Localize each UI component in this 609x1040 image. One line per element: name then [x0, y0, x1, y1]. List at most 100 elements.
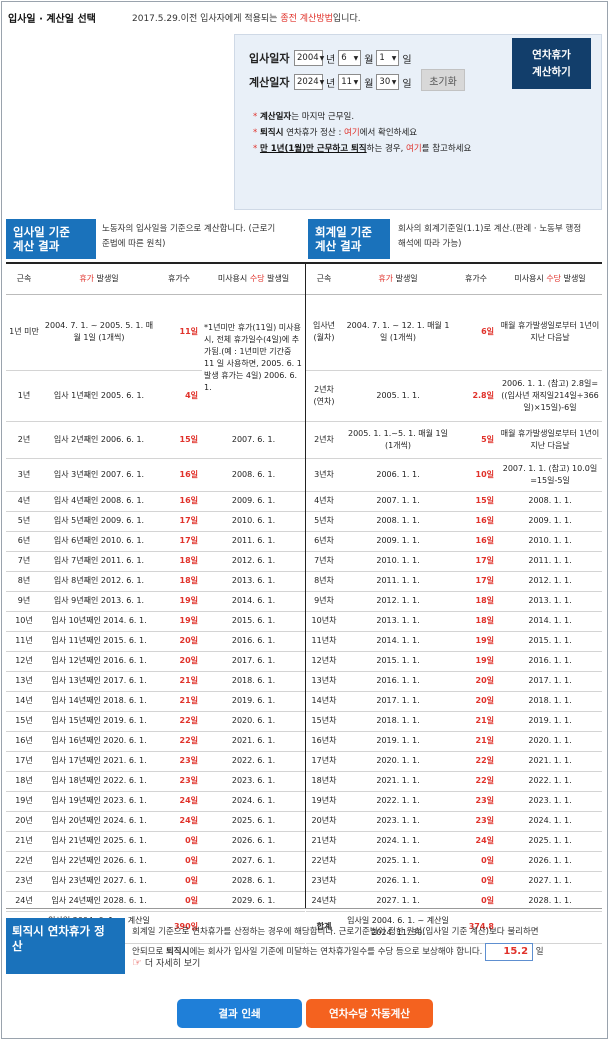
table-row: 6년 입사 6년째인 2010. 6. 1. 17일 2011. 6. 1.: [6, 531, 305, 552]
hire-day-select[interactable]: 1 ▼: [376, 50, 400, 66]
days-cell: 18일: [454, 591, 498, 612]
days-cell: 0일: [156, 851, 202, 872]
unpaid-date-cell: 2017. 1. 1.: [498, 671, 602, 692]
days-cell: 16일: [156, 458, 202, 492]
total-range: 입사일 2004. 6. 1. ~ 계산일 2024. 11. 30.: [342, 911, 454, 944]
unpaid-date-cell: 2008. 1. 1.: [498, 491, 602, 512]
tenure-cell: 15년: [6, 711, 42, 732]
tenure-cell: 2년: [6, 421, 42, 459]
unpaid-date-cell: 2009. 1. 1.: [498, 511, 602, 532]
tenure-cell: 4년: [6, 491, 42, 512]
hire-year-select[interactable]: 2004 ▼: [294, 50, 324, 66]
calculate-label-1: 연차휴가: [532, 48, 571, 61]
note-2-text: 연차휴가 정산 :: [283, 128, 345, 138]
leave-date-cell: 입사 4년째인 2008. 6. 1.: [42, 491, 156, 512]
days-cell: 17일: [156, 531, 202, 552]
leave-date-cell: 2022. 1. 1.: [342, 791, 454, 812]
col-days: 휴가수: [454, 264, 498, 295]
more-link[interactable]: ☞ 더 자세히 보기: [132, 956, 200, 969]
table-row: 24년 입사 24년째인 2028. 6. 1. 0일 2029. 6. 1.: [6, 891, 305, 912]
calc-day-select[interactable]: 30 ▼: [376, 74, 400, 90]
left-title-line1: 입사일 기준: [13, 225, 70, 239]
days-cell: 23일: [454, 791, 498, 812]
table-row: 13년 입사 13년째인 2017. 6. 1. 21일 2018. 6. 1.: [6, 671, 305, 692]
leave-date-cell: 입사 14년째인 2018. 6. 1.: [42, 691, 156, 712]
table-row: 22년 입사 22년째인 2026. 6. 1. 0일 2027. 6. 1.: [6, 851, 305, 872]
tenure-cell: 1년: [6, 370, 42, 422]
hire-month-value: 6: [341, 53, 347, 63]
unpaid-date-cell: 2009. 6. 1.: [202, 491, 305, 512]
leave-date-cell: 2004. 7. 1. ~ 2005. 5. 1. 매월 1일 (1개씩): [42, 294, 156, 371]
auto-allowance-button[interactable]: 연차수당 자동계산: [306, 999, 433, 1028]
note-1: * 계산일자는 마지막 근무일.: [253, 109, 471, 125]
unpaid-date-cell: 2019. 6. 1.: [202, 691, 305, 712]
col-tenure: 근속: [306, 264, 342, 295]
note-2-bold: 퇴직시: [259, 128, 284, 138]
note-3-link[interactable]: 여기: [406, 144, 422, 154]
tenure-cell: 2년차 (연차): [306, 370, 342, 422]
leave-date-cell: 입사 2년째인 2006. 6. 1.: [42, 421, 156, 459]
table-row: 10년 입사 10년째인 2014. 6. 1. 19일 2015. 6. 1.: [6, 611, 305, 632]
unpaid-date-cell: 2012. 6. 1.: [202, 551, 305, 572]
leave-date-cell: 2025. 1. 1.: [342, 851, 454, 872]
leave-date-cell: 입사 12년째인 2016. 6. 1.: [42, 651, 156, 672]
note-2: * 퇴직시 연차휴가 정산 : 여기에서 확인하세요: [253, 125, 471, 141]
table-row: 2년차 2005. 1. 1.~5. 1. 매월 1일 (1개씩) 5일 매월 휴가발…: [306, 421, 602, 459]
unpaid-date-cell: 2015. 6. 1.: [202, 611, 305, 632]
right-title-line1: 회계일 기준: [315, 225, 372, 239]
retire-desc: 회계일 기준으로 연차휴가를 산정하는 경우에 해당합니다. 근로기준법이 정한…: [132, 922, 604, 962]
retire-days-value[interactable]: 15.2: [485, 942, 534, 961]
tenure-cell: 6년: [6, 531, 42, 552]
days-cell: 20일: [156, 631, 202, 652]
right-result-table: 근속 휴가 발생일 휴가수 미사용시 수당 발생일 입사년 (월차) 2004. …: [306, 264, 602, 944]
unpaid-date-cell: 2007. 1. 1. (참고) 10.0일=15일-5일: [498, 458, 602, 492]
chevron-down-icon: ▼: [391, 54, 397, 62]
unpaid-date-cell: 매월 휴가발생일로부터 1년이 지난 다음날: [498, 421, 602, 459]
asterisk-icon: *: [253, 144, 258, 154]
left-desc-2: 준법에 따른 원칙): [102, 239, 166, 249]
note-2-link[interactable]: 여기: [344, 128, 360, 138]
calc-month-select[interactable]: 11 ▼: [338, 74, 362, 90]
tenure-cell: 9년차: [306, 591, 342, 612]
old-method-link[interactable]: 종전 계산방법: [280, 14, 333, 24]
section-label: 입사일 · 계산일 선택: [8, 14, 96, 25]
tenure-cell: 17년: [6, 751, 42, 772]
days-cell: 21일: [454, 731, 498, 752]
unpaid-date-cell: 2012. 1. 1.: [498, 571, 602, 592]
calc-year-select[interactable]: 2024 ▼: [294, 74, 324, 90]
days-cell: 0일: [454, 851, 498, 872]
leave-date-cell: 입사 24년째인 2028. 6. 1.: [42, 891, 156, 912]
total-empty: [498, 911, 602, 944]
days-cell: 16일: [454, 531, 498, 552]
days-cell: 17일: [156, 511, 202, 532]
unpaid-date-cell: 2025. 6. 1.: [202, 811, 305, 832]
tenure-cell: 5년: [6, 511, 42, 532]
left-result-table: 근속 휴가 발생일 휴가수 미사용시 수당 발생일 1년 미만 2004. 7. …: [6, 264, 305, 944]
calculate-button[interactable]: 연차휴가 계산하기: [512, 38, 591, 89]
col-leave-date: 휴가 발생일: [42, 264, 156, 295]
days-cell: 11일: [156, 294, 202, 371]
calc-month-value: 11: [341, 77, 353, 87]
days-cell: 0일: [454, 871, 498, 892]
total-row: 합계 입사일 2004. 6. 1. ~ 계산일 2024. 11. 30. 374…: [306, 911, 602, 944]
unpaid-date-cell: 2011. 6. 1.: [202, 531, 305, 552]
print-button[interactable]: 결과 인쇄: [177, 999, 302, 1028]
chevron-down-icon: ▼: [353, 78, 359, 86]
reset-button[interactable]: 초기화: [421, 69, 465, 91]
days-cell: 2.8일: [454, 370, 498, 422]
days-cell: 24일: [454, 831, 498, 852]
notice-suffix: 입니다.: [332, 14, 361, 24]
tenure-cell: 5년차: [306, 511, 342, 532]
unpaid-date-cell: 2021. 1. 1.: [498, 751, 602, 772]
asterisk-icon: *: [253, 112, 258, 122]
hire-month-select[interactable]: 6 ▼: [338, 50, 362, 66]
table-row: 18년 입사 18년째인 2022. 6. 1. 23일 2023. 6. 1.: [6, 771, 305, 792]
tenure-cell: 22년: [6, 851, 42, 872]
calc-day-value: 30: [379, 77, 391, 87]
tenure-cell: 8년차: [306, 571, 342, 592]
tenure-cell: 14년차: [306, 691, 342, 712]
tenure-cell: 19년: [6, 791, 42, 812]
table-row: 2년 입사 2년째인 2006. 6. 1. 15일 2007. 6. 1.: [6, 421, 305, 459]
unpaid-date-cell: 2026. 6. 1.: [202, 831, 305, 852]
unpaid-date-cell: 2024. 1. 1.: [498, 811, 602, 832]
